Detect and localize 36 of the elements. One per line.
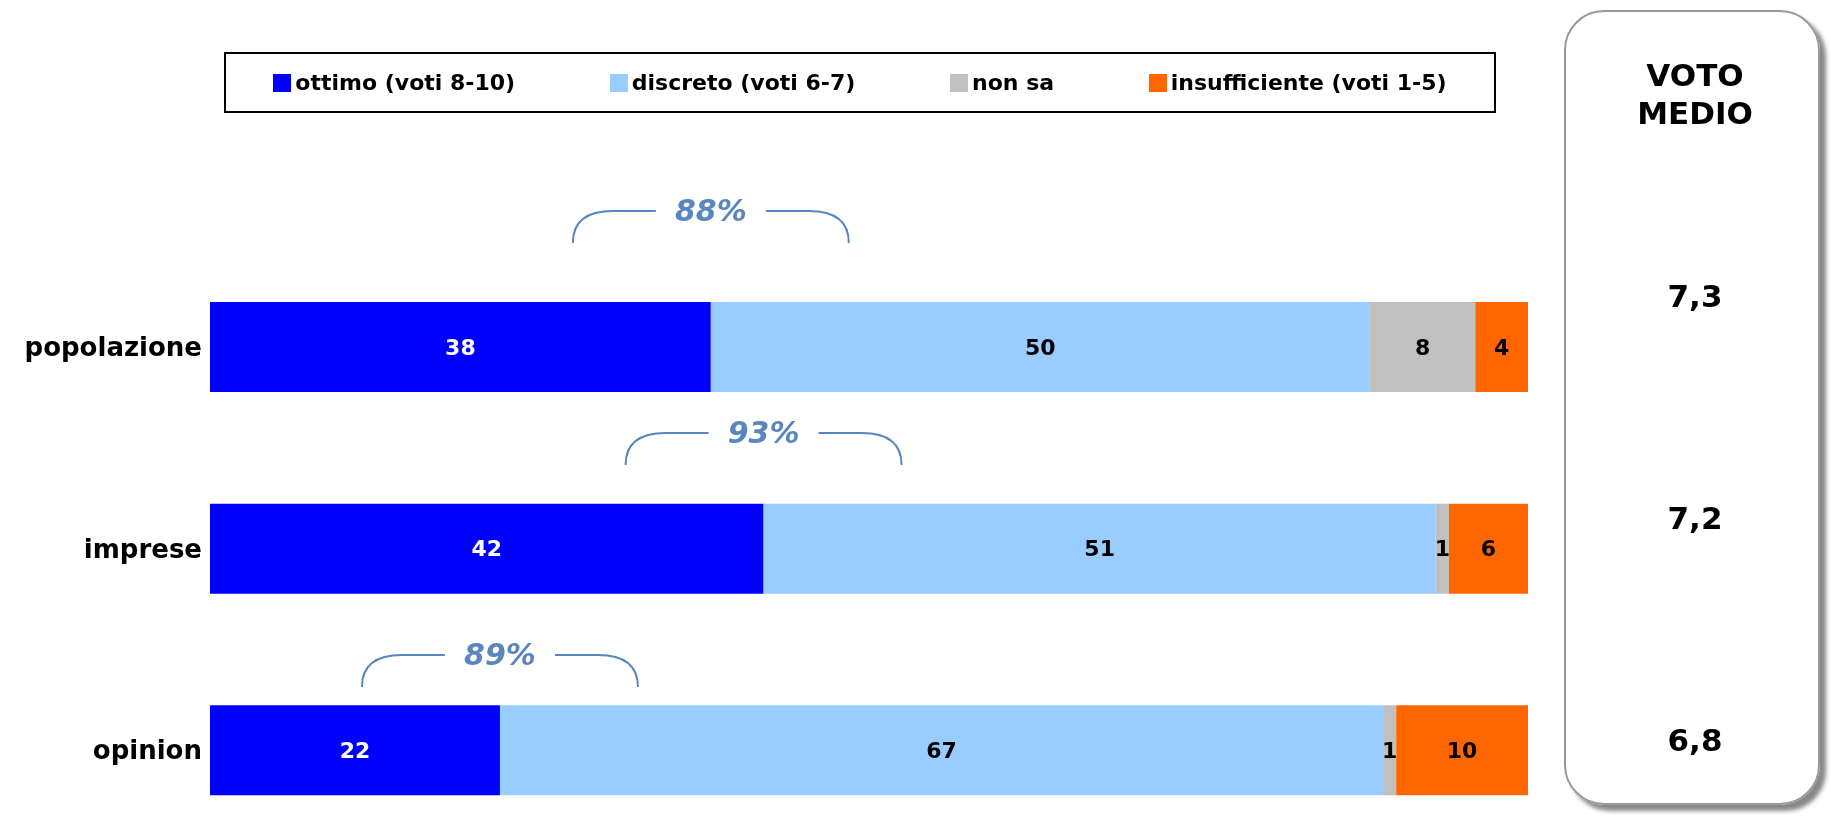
data-label: 42: [471, 536, 503, 562]
annotation: 93%: [727, 415, 800, 450]
data-label: 8: [1414, 334, 1431, 360]
data-label: 51: [1084, 536, 1115, 562]
bar: [210, 302, 711, 392]
data-label: 4: [1493, 334, 1510, 360]
text: 6,8: [1666, 721, 1724, 760]
data-label: 6: [1480, 536, 1497, 562]
bar: [499, 705, 1384, 796]
data-label: 38: [445, 334, 476, 360]
bar: [763, 503, 1436, 594]
data-label: 67: [926, 738, 957, 764]
annotation: 89%: [464, 637, 536, 672]
bar: [1396, 705, 1528, 796]
data-label: 1: [1381, 738, 1398, 764]
legend-label: non sa: [972, 70, 1055, 95]
y-tick-label: popolazione: [24, 332, 202, 363]
text: 88%: [674, 193, 747, 228]
bar: [1448, 503, 1528, 594]
bar: [210, 705, 500, 796]
bar: [1475, 302, 1528, 392]
legend-label: insufficiente (voti 1-5): [1170, 70, 1447, 95]
bar: [710, 302, 1370, 392]
text: VOTO MEDIO: [1636, 56, 1754, 132]
y-tick-label: opinion: [92, 735, 202, 766]
legend-label: ottimo (voti 8-10): [295, 70, 516, 95]
bar: [1369, 302, 1476, 392]
data-label: 10: [1446, 738, 1478, 764]
y-tick-label: imprese: [83, 533, 202, 564]
data-label: 50: [1025, 334, 1056, 360]
text: 7,2: [1666, 499, 1724, 538]
data-label: 22: [339, 738, 371, 764]
data-label: 1: [1434, 536, 1450, 562]
bar: [210, 503, 764, 594]
legend-label: discreto (voti 6-7): [631, 70, 856, 95]
text: 7,3: [1666, 277, 1724, 316]
